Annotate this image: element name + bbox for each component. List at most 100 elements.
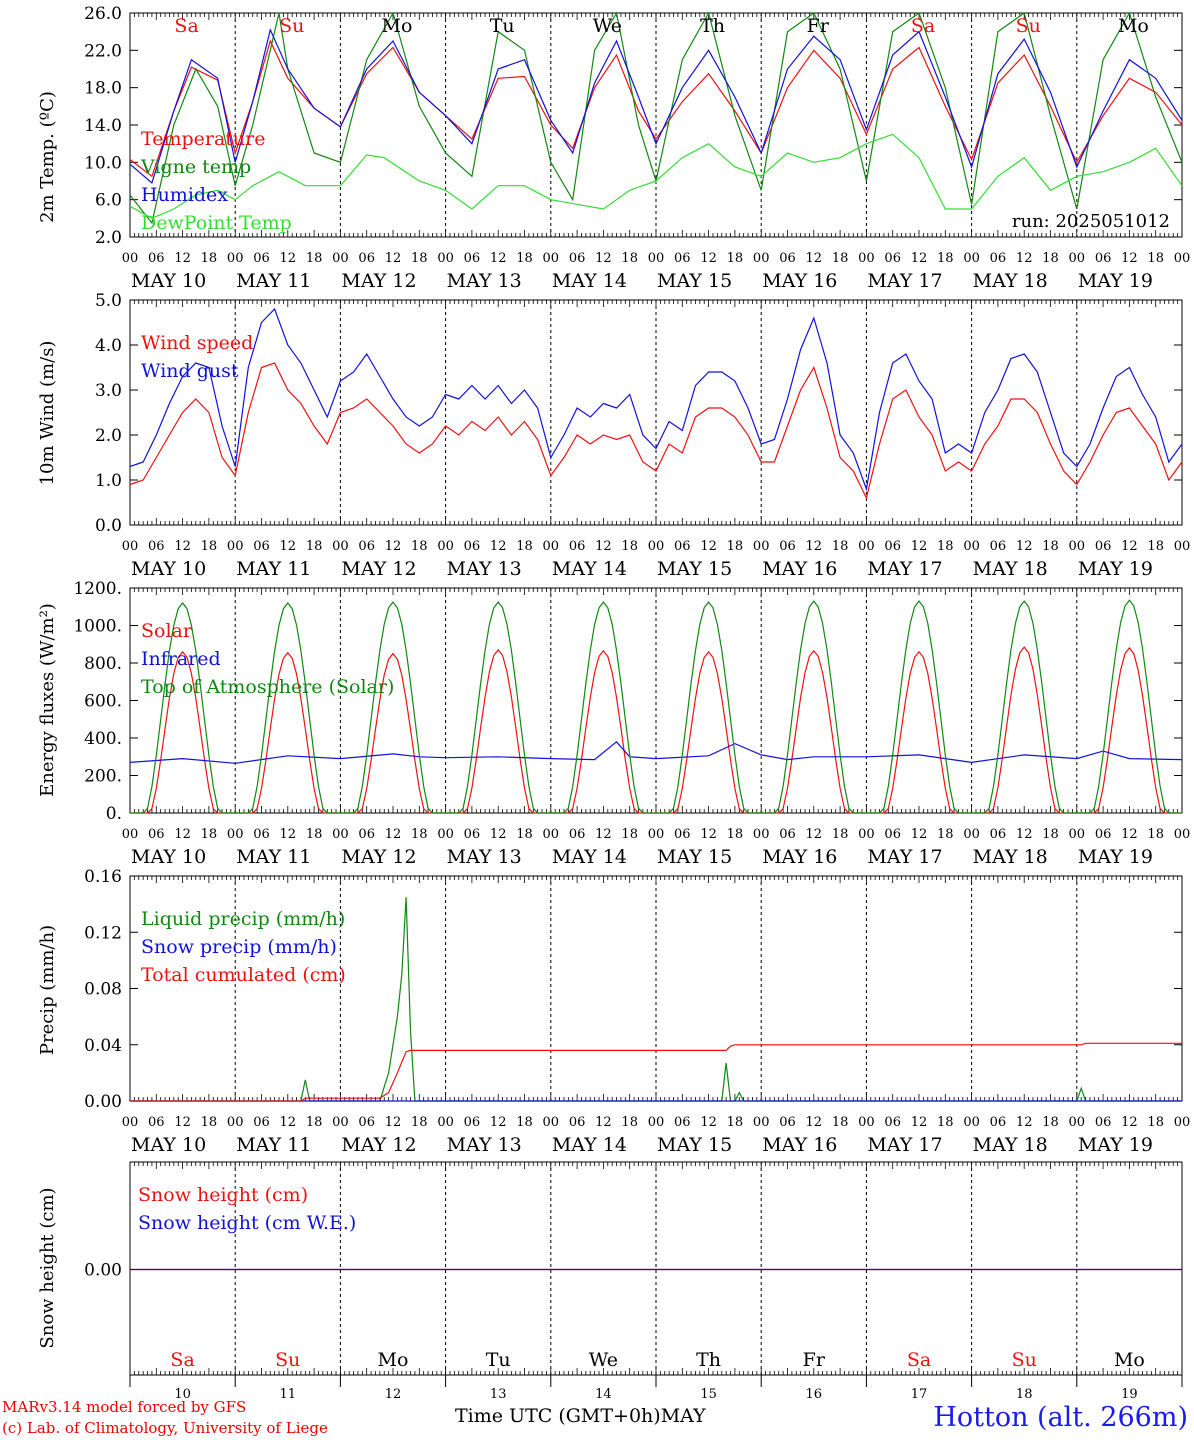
- date-label: MAY 19: [1078, 270, 1153, 292]
- hour-tick-label: 06: [1095, 827, 1112, 842]
- legend-entry: Top of Atmosphere (Solar): [141, 676, 394, 698]
- lab-credit: (c) Lab. of Climatology, University of L…: [2, 1419, 328, 1437]
- hour-tick-label: 12: [1121, 827, 1138, 842]
- hour-tick-label: 06: [674, 1115, 691, 1130]
- hour-tick-label: 00: [122, 827, 139, 842]
- hour-tick-label: 12: [1121, 539, 1138, 554]
- hour-tick-label: 18: [621, 827, 638, 842]
- day-number-label: 10: [174, 1387, 191, 1402]
- hour-tick-label: 06: [569, 539, 586, 554]
- hour-tick-label: 12: [174, 251, 191, 266]
- hour-tick-label: 00: [648, 827, 665, 842]
- hour-tick-label: 06: [358, 827, 375, 842]
- date-label: MAY 14: [552, 270, 627, 292]
- hour-tick-label: 06: [464, 539, 481, 554]
- date-label: MAY 18: [973, 1134, 1048, 1156]
- y-tick-label: 2.0: [95, 426, 122, 446]
- hour-tick-label: 00: [753, 251, 770, 266]
- hour-tick-label: 06: [779, 827, 796, 842]
- y-tick-label: 5.0: [95, 291, 122, 311]
- date-label: MAY 12: [341, 1134, 416, 1156]
- weekday-label: Sa: [907, 1349, 931, 1371]
- date-label: MAY 16: [762, 846, 837, 868]
- date-label: MAY 12: [341, 558, 416, 580]
- weekday-label: Mo: [1118, 15, 1149, 37]
- hour-tick-label: 18: [516, 1115, 533, 1130]
- hour-tick-label: 06: [464, 827, 481, 842]
- hour-tick-label: 00: [437, 539, 454, 554]
- hour-tick-label: 12: [911, 1115, 928, 1130]
- hour-tick-label: 06: [358, 251, 375, 266]
- weekday-label: Su: [279, 15, 304, 37]
- y-tick-label: 6.0: [95, 191, 122, 211]
- hour-tick-label: 12: [806, 251, 823, 266]
- date-label: MAY 13: [447, 846, 522, 868]
- hour-tick-label: 12: [280, 251, 297, 266]
- y-tick-label: 14.0: [84, 116, 122, 136]
- hour-tick-label: 12: [1016, 1115, 1033, 1130]
- model-credit: MARv3.14 model forced by GFS: [2, 1398, 247, 1416]
- date-label: MAY 18: [973, 558, 1048, 580]
- hour-tick-label: 12: [280, 1115, 297, 1130]
- hour-tick-label: 06: [990, 1115, 1007, 1130]
- hour-tick-label: 18: [1042, 251, 1059, 266]
- date-label: MAY 19: [1078, 1134, 1153, 1156]
- hour-tick-label: 18: [1147, 827, 1164, 842]
- panel-frame-2: [129, 587, 1183, 814]
- hour-tick-label: 18: [1147, 251, 1164, 266]
- hour-tick-label: 12: [490, 251, 507, 266]
- series-line-humidex: [129, 27, 1183, 184]
- hour-tick-label: 00: [122, 539, 139, 554]
- hour-tick-label: 00: [963, 251, 980, 266]
- date-label: MAY 14: [552, 558, 627, 580]
- hour-tick-label: 18: [1147, 539, 1164, 554]
- hour-tick-label: 06: [1095, 1115, 1112, 1130]
- hour-tick-label: 00: [227, 539, 244, 554]
- weekday-label: Tu: [490, 15, 515, 37]
- date-label: MAY 15: [657, 846, 732, 868]
- date-label: MAY 15: [657, 558, 732, 580]
- hour-tick-label: 00: [1174, 539, 1191, 554]
- hour-tick-label: 00: [1069, 1115, 1086, 1130]
- date-label: MAY 19: [1078, 846, 1153, 868]
- date-label: MAY 17: [867, 558, 942, 580]
- hour-tick-label: 12: [1121, 251, 1138, 266]
- weekday-label: Sa: [911, 15, 935, 37]
- hour-tick-label: 18: [937, 1115, 954, 1130]
- hour-tick-label: 12: [385, 1115, 402, 1130]
- legend-entry: Total cumulated (cm): [141, 964, 346, 986]
- hour-tick-label: 06: [674, 539, 691, 554]
- hour-tick-label: 06: [148, 827, 165, 842]
- hour-tick-label: 00: [332, 251, 349, 266]
- y-tick-label: 18.0: [84, 79, 122, 99]
- hour-tick-label: 06: [1095, 539, 1112, 554]
- date-label: MAY 15: [657, 270, 732, 292]
- hour-tick-label: 18: [621, 1115, 638, 1130]
- day-number-label: 13: [490, 1387, 507, 1402]
- y-tick-label: 1000.: [73, 617, 122, 637]
- date-label: MAY 13: [447, 1134, 522, 1156]
- y-axis-label: 2m Temp. (ºC): [37, 91, 58, 223]
- y-tick-label: 10.0: [84, 153, 122, 173]
- date-label: MAY 18: [973, 270, 1048, 292]
- hour-tick-label: 06: [148, 539, 165, 554]
- series-line-total-cumulated-cm-: [130, 1042, 1182, 1102]
- hour-tick-label: 06: [569, 251, 586, 266]
- date-label: MAY 19: [1078, 558, 1153, 580]
- hour-tick-label: 06: [990, 827, 1007, 842]
- hour-tick-label: 00: [1174, 251, 1191, 266]
- hour-tick-label: 18: [621, 539, 638, 554]
- hour-tick-label: 12: [595, 539, 612, 554]
- hour-tick-label: 12: [1016, 539, 1033, 554]
- legend-entry: Solar: [141, 620, 193, 642]
- y-tick-label: 800.: [84, 654, 122, 674]
- date-label: MAY 12: [341, 846, 416, 868]
- hour-tick-label: 12: [385, 827, 402, 842]
- hour-tick-label: 12: [280, 827, 297, 842]
- station-title: Hotton (alt. 266m): [933, 1402, 1188, 1433]
- hour-tick-label: 00: [332, 539, 349, 554]
- hour-tick-label: 18: [516, 827, 533, 842]
- y-tick-label: 600.: [84, 692, 122, 712]
- weekday-label: Mo: [378, 1349, 409, 1371]
- hour-tick-label: 00: [1069, 251, 1086, 266]
